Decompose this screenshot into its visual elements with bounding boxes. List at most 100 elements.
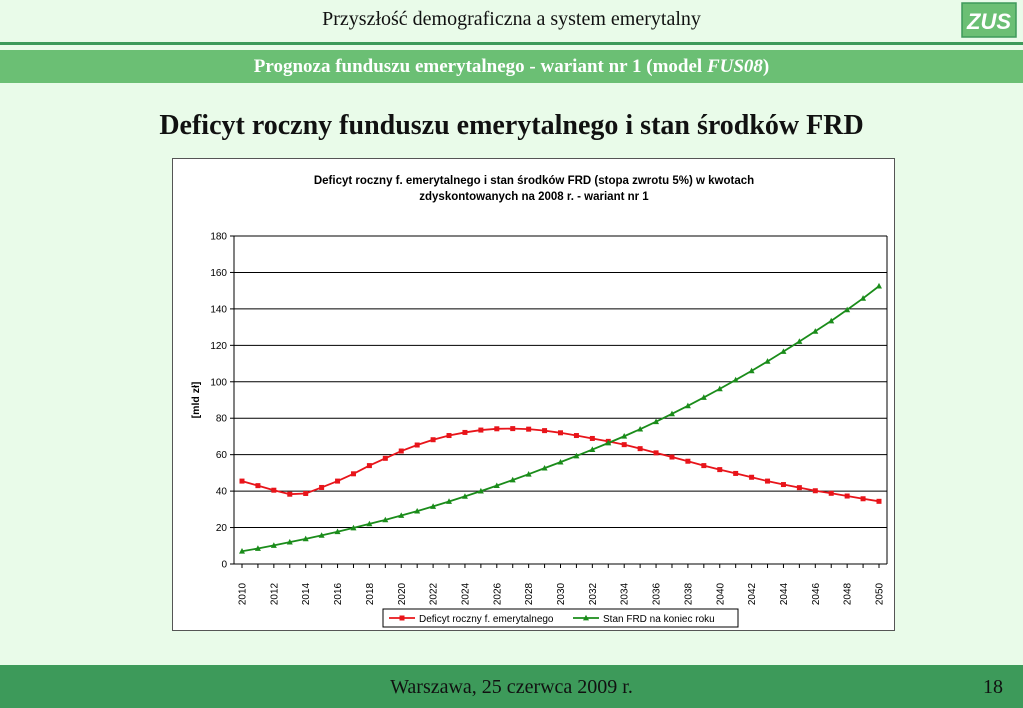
series-marker-square	[637, 446, 643, 452]
y-axis-label: [mld zł]	[190, 382, 202, 419]
series-marker-square	[430, 437, 436, 443]
series-marker-triangle	[398, 512, 405, 518]
series-marker-square	[844, 493, 850, 499]
series-marker-triangle	[302, 535, 309, 542]
series-marker-square	[399, 615, 405, 621]
series-marker-square	[796, 485, 802, 491]
series-marker-triangle	[637, 425, 644, 432]
series-marker-triangle	[446, 498, 453, 504]
y-tick-label: 180	[210, 232, 227, 243]
series-marker-square	[382, 455, 388, 461]
chart-title-line1: Deficyt roczny f. emerytalnego i stan śr…	[314, 175, 754, 187]
series-marker-triangle	[780, 348, 787, 354]
series-marker-triangle	[350, 524, 357, 531]
series-marker-triangle	[748, 367, 755, 374]
series-marker-triangle	[493, 482, 500, 489]
series-marker-triangle	[812, 328, 819, 334]
header-bar: Przyszłość demograficzna a system emeryt…	[0, 0, 1023, 45]
series-marker-triangle	[461, 493, 468, 499]
chart-title-line2: zdyskontowanych na 2008 r. - wariant nr …	[419, 191, 649, 203]
x-tick-label: 2038	[683, 582, 694, 605]
series-marker-square	[717, 467, 723, 473]
series-marker-triangle	[828, 317, 835, 324]
series-marker-square	[494, 426, 500, 432]
series-marker-triangle	[477, 487, 484, 494]
series-marker-triangle	[621, 433, 628, 439]
series-marker-triangle	[573, 452, 580, 459]
series-marker-triangle	[334, 528, 341, 535]
x-tick-label: 2024	[460, 582, 471, 605]
series-marker-square	[303, 490, 309, 496]
series-marker-square	[558, 430, 563, 436]
series-marker-square	[255, 483, 261, 489]
series-marker-triangle	[716, 385, 723, 392]
y-tick-label: 0	[221, 560, 227, 571]
series-marker-square	[335, 478, 341, 484]
series-marker-triangle	[525, 470, 532, 477]
series-marker-square	[653, 450, 659, 456]
series-marker-square	[573, 433, 579, 439]
chart-legend: Deficyt roczny f. emerytalnego Stan FRD n…	[382, 608, 739, 628]
series-marker-triangle	[557, 458, 564, 465]
series-marker-square	[319, 484, 325, 490]
series-marker-triangle	[668, 410, 675, 417]
series-marker-triangle	[583, 614, 589, 621]
x-tick-label: 2028	[524, 582, 535, 605]
zus-logo: ZUS	[961, 2, 1017, 38]
chart-box: Deficyt roczny f. emerytalnego i stan śr…	[172, 158, 895, 631]
series-marker-triangle	[876, 282, 882, 289]
series-marker-triangle	[254, 545, 261, 551]
slide-title: Deficyt roczny funduszu emerytalnego i s…	[159, 110, 864, 141]
x-tick-label: 2016	[333, 582, 344, 605]
series-marker-square	[780, 482, 786, 488]
slide-subtitle: Prognoza funduszu emerytalnego - wariant…	[0, 56, 1023, 78]
x-tick-label: 2046	[811, 582, 822, 605]
series-marker-square	[701, 463, 707, 469]
series-marker-square	[414, 442, 420, 448]
series-marker-square	[446, 433, 452, 439]
legend-box	[382, 608, 739, 628]
series-marker-square	[366, 463, 372, 469]
series-marker-square	[876, 498, 882, 504]
x-tick-label: 2026	[492, 582, 503, 605]
series-marker-triangle	[844, 306, 851, 313]
series-marker-square	[733, 470, 739, 476]
x-tick-label: 2022	[429, 582, 440, 605]
x-tick-label: 2048	[843, 582, 854, 605]
series-marker-triangle	[684, 402, 691, 409]
series-marker-square	[589, 435, 595, 441]
x-tick-label: 2012	[269, 582, 280, 605]
subtitle-model: FUS08	[706, 56, 763, 77]
series-marker-triangle	[700, 394, 707, 400]
y-tick-label: 100	[210, 377, 227, 388]
y-tick-label: 120	[210, 341, 227, 352]
series-marker-triangle	[414, 507, 421, 514]
series-marker-triangle	[509, 476, 516, 483]
series-marker-triangle	[860, 295, 867, 301]
series-marker-square	[685, 458, 691, 464]
series-marker-square	[765, 478, 771, 484]
series-marker-triangle	[796, 338, 803, 344]
series-marker-square	[828, 490, 834, 496]
x-tick-label: 2040	[715, 582, 726, 605]
x-tick-label: 2018	[365, 582, 376, 605]
series-line	[241, 427, 880, 503]
series-marker-square	[350, 471, 356, 477]
subtitle-bar: Prognoza funduszu emerytalnego - wariant…	[0, 50, 1023, 83]
series-marker-square	[478, 427, 484, 433]
series-marker-triangle	[541, 464, 548, 471]
series-marker-triangle	[589, 446, 596, 452]
footer-date: Warszawa, 25 czerwca 2009 r.	[390, 676, 633, 698]
series-marker-triangle	[382, 516, 389, 523]
legend-label: Stan FRD na koniec roku	[603, 614, 715, 625]
series-marker-square	[812, 488, 818, 494]
x-tick-label: 2032	[588, 582, 599, 605]
series-marker-triangle	[366, 520, 373, 527]
page-number: 18	[983, 676, 1003, 698]
series-marker-triangle	[430, 503, 437, 509]
subtitle-end: )	[762, 56, 770, 77]
y-tick-label: 140	[210, 304, 227, 315]
series-marker-square	[542, 428, 548, 434]
y-tick-label: 160	[210, 268, 227, 279]
